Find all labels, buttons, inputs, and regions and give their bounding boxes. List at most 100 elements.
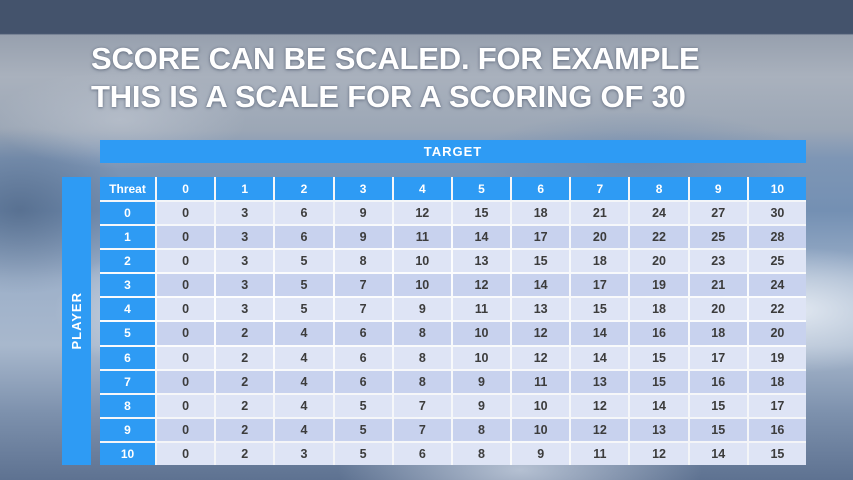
data-cell-2-9: 23 xyxy=(689,250,747,273)
column-header-cell-8: 8 xyxy=(630,177,688,200)
data-cell-9-5: 8 xyxy=(452,418,511,441)
data-cell-9-7: 12 xyxy=(571,418,629,441)
data-cell-2-4: 10 xyxy=(393,250,451,273)
data-cell-4-10: 22 xyxy=(748,298,806,321)
data-cell-5-5: 10 xyxy=(452,322,511,345)
data-cell-0-0: 0 xyxy=(157,202,215,225)
data-cell-4-9: 20 xyxy=(689,298,747,321)
data-cell-3-2: 5 xyxy=(275,274,333,297)
data-cell-7-4: 8 xyxy=(393,370,451,393)
data-cell-5-4: 8 xyxy=(393,322,451,345)
data-cell-7-6: 11 xyxy=(512,370,570,393)
data-cell-8-10: 17 xyxy=(748,394,806,417)
data-cell-10-4: 6 xyxy=(393,442,451,465)
data-cell-5-7: 14 xyxy=(571,322,629,345)
data-cell-0-1: 3 xyxy=(216,202,274,225)
data-cell-1-0: 0 xyxy=(157,226,215,249)
data-cell-8-2: 4 xyxy=(275,394,333,417)
data-cell-9-6: 10 xyxy=(512,418,570,441)
data-cell-4-2: 5 xyxy=(275,298,333,321)
data-cell-3-7: 17 xyxy=(571,274,629,297)
data-cell-7-3: 6 xyxy=(334,370,392,393)
corner-header-cell: Threat xyxy=(100,177,155,200)
column-header-cell-3: 3 xyxy=(334,177,392,200)
row-header-cell-3: 3 xyxy=(100,274,155,297)
data-cell-2-1: 3 xyxy=(216,250,274,273)
data-cell-3-5: 12 xyxy=(452,274,511,297)
data-cell-0-3: 9 xyxy=(334,202,392,225)
target-label: TARGET xyxy=(423,144,483,159)
row-header-cell-2: 2 xyxy=(100,250,155,273)
data-cell-9-1: 2 xyxy=(216,418,274,441)
data-cell-1-5: 14 xyxy=(452,226,511,249)
data-cell-2-6: 15 xyxy=(512,250,570,273)
row-header-cell-7: 7 xyxy=(100,370,155,393)
data-cell-9-10: 16 xyxy=(748,418,806,441)
data-cell-8-8: 14 xyxy=(630,394,688,417)
data-cell-3-9: 21 xyxy=(689,274,747,297)
data-cell-7-2: 4 xyxy=(275,370,333,393)
data-cell-4-0: 0 xyxy=(157,298,215,321)
column-header-cell-1: 1 xyxy=(216,177,274,200)
data-cell-4-5: 11 xyxy=(452,298,511,321)
data-cell-1-9: 25 xyxy=(689,226,747,249)
data-cell-9-9: 15 xyxy=(689,418,747,441)
data-cell-2-0: 0 xyxy=(157,250,215,273)
data-cell-8-3: 5 xyxy=(334,394,392,417)
data-cell-4-3: 7 xyxy=(334,298,392,321)
row-header-cell-6: 6 xyxy=(100,346,155,369)
data-cell-6-4: 8 xyxy=(393,346,451,369)
data-cell-1-4: 11 xyxy=(393,226,451,249)
data-cell-2-7: 18 xyxy=(571,250,629,273)
data-cell-0-7: 21 xyxy=(571,202,629,225)
data-cell-10-1: 2 xyxy=(216,442,274,465)
data-cell-3-10: 24 xyxy=(748,274,806,297)
data-cell-0-4: 12 xyxy=(393,202,451,225)
data-cell-4-7: 15 xyxy=(571,298,629,321)
data-cell-7-10: 18 xyxy=(748,370,806,393)
data-cell-1-10: 28 xyxy=(748,226,806,249)
data-cell-9-3: 5 xyxy=(334,418,392,441)
data-cell-10-0: 0 xyxy=(157,442,215,465)
data-cell-8-6: 10 xyxy=(512,394,570,417)
data-cell-6-9: 17 xyxy=(689,346,747,369)
data-cell-3-0: 0 xyxy=(157,274,215,297)
data-cell-10-10: 15 xyxy=(748,442,806,465)
data-cell-5-10: 20 xyxy=(748,322,806,345)
data-cell-6-10: 19 xyxy=(748,346,806,369)
data-cell-5-9: 18 xyxy=(689,322,747,345)
data-cell-7-9: 16 xyxy=(689,370,747,393)
data-cell-9-8: 13 xyxy=(630,418,688,441)
data-cell-1-6: 17 xyxy=(512,226,570,249)
data-cell-6-7: 14 xyxy=(571,346,629,369)
data-cell-5-6: 12 xyxy=(512,322,570,345)
data-cell-1-2: 6 xyxy=(275,226,333,249)
data-cell-0-5: 15 xyxy=(452,202,511,225)
data-cell-6-3: 6 xyxy=(334,346,392,369)
slide-title: SCORE CAN BE SCALED. FOR EXAMPLE THIS IS… xyxy=(91,40,700,116)
data-cell-10-3: 5 xyxy=(334,442,392,465)
data-cell-0-9: 27 xyxy=(689,202,747,225)
data-cell-10-6: 9 xyxy=(512,442,570,465)
data-cell-8-5: 9 xyxy=(452,394,511,417)
row-header-cell-9: 9 xyxy=(100,418,155,441)
row-header-cell-10: 10 xyxy=(100,442,155,465)
column-header-cell-4: 4 xyxy=(393,177,451,200)
data-cell-3-4: 10 xyxy=(393,274,451,297)
data-cell-5-3: 6 xyxy=(334,322,392,345)
data-cell-8-9: 15 xyxy=(689,394,747,417)
data-cell-3-6: 14 xyxy=(512,274,570,297)
data-cell-0-2: 6 xyxy=(275,202,333,225)
data-cell-3-1: 3 xyxy=(216,274,274,297)
data-cell-7-7: 13 xyxy=(571,370,629,393)
data-cell-5-1: 2 xyxy=(216,322,274,345)
data-cell-8-1: 2 xyxy=(216,394,274,417)
column-header-cell-9: 9 xyxy=(689,177,747,200)
data-cell-5-0: 0 xyxy=(157,322,215,345)
data-cell-9-2: 4 xyxy=(275,418,333,441)
column-header-cell-10: 10 xyxy=(748,177,806,200)
data-cell-8-0: 0 xyxy=(157,394,215,417)
data-cell-4-8: 18 xyxy=(630,298,688,321)
title-line-2: THIS IS A SCALE FOR A SCORING OF 30 xyxy=(91,79,686,114)
